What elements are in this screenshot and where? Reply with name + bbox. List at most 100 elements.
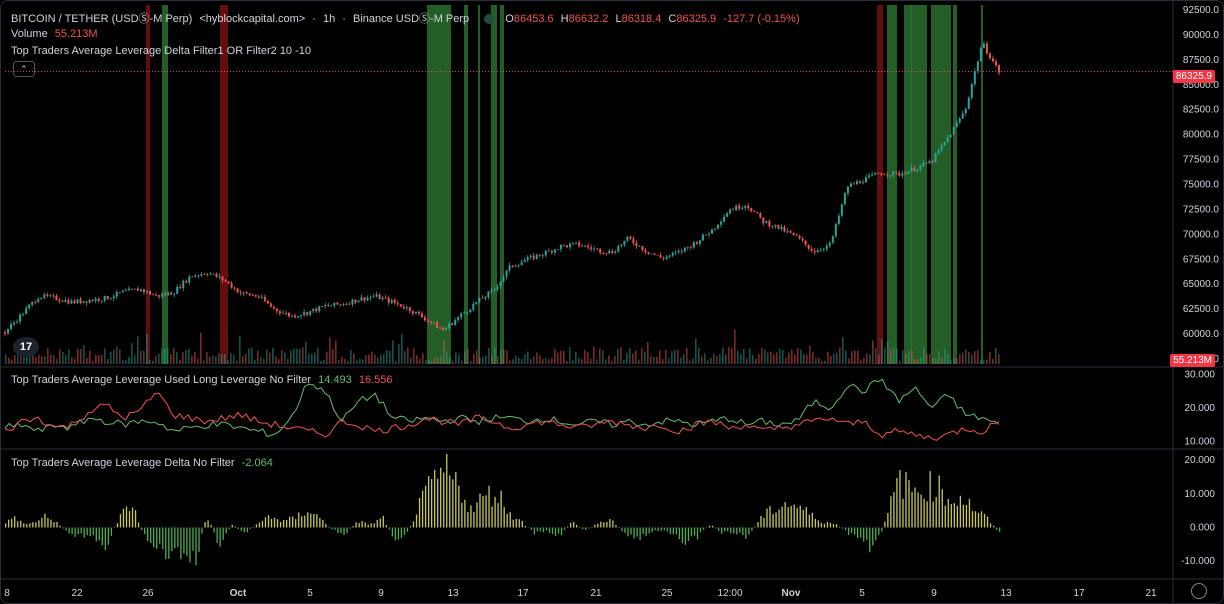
volume-bar (611, 360, 613, 364)
time-tick-label: 21 (1145, 588, 1157, 599)
price-tick-label: 65000.0 (1183, 279, 1220, 290)
volume-bar (551, 358, 553, 364)
candle-body (37, 298, 40, 303)
exchange-label: Binance USDⓈ-M Perp (353, 13, 470, 25)
delta-histogram-bar (255, 524, 258, 528)
delta-histogram-bar (850, 527, 853, 534)
price-tick-label: 90000.0 (1183, 30, 1220, 41)
delta-histogram-bar (292, 516, 294, 528)
candle-body (46, 294, 49, 296)
separator: · (312, 13, 316, 25)
candle-body (28, 304, 31, 309)
delta-histogram-bar (391, 527, 394, 537)
delta-histogram-bar (536, 527, 539, 532)
candle-body (943, 141, 946, 146)
delta-histogram-bar (609, 519, 611, 528)
candle-body (227, 281, 230, 284)
volume-bar (959, 353, 961, 364)
volume-tag: 55.213M (1170, 354, 1215, 367)
volume-bar (59, 349, 61, 364)
delta-histogram-bar (594, 524, 596, 528)
delta-histogram-bar (485, 495, 487, 528)
candle-body (103, 296, 106, 301)
volume-bar (617, 348, 619, 364)
delta-histogram-bar (893, 492, 895, 528)
used-long-label[interactable]: Top Traders Average Leverage Used Long L… (11, 374, 312, 386)
delta-histogram-bar (5, 523, 7, 528)
volume-bar (344, 358, 346, 364)
candle-body (176, 286, 179, 294)
volume-bar (596, 359, 598, 364)
volume-bar (842, 337, 844, 364)
volume-bar (479, 357, 481, 364)
price-tick-label: 77500.0 (1183, 155, 1220, 166)
delta-histogram-bar (210, 524, 212, 528)
volume-bar (434, 357, 436, 364)
delta-histogram-bar (600, 521, 602, 528)
symbol-title[interactable]: BITCOIN / TETHER (USDⓈ-M Perp) (11, 13, 193, 25)
delta-histogram-bar (999, 527, 1001, 532)
volume-bar (470, 360, 472, 364)
delta-filter-label[interactable]: Top Traders Average Leverage Delta Filte… (11, 45, 312, 57)
price-tick-label: 80000.0 (1183, 130, 1220, 141)
volume-bar (980, 359, 982, 364)
timeframe-label[interactable]: 1h (322, 13, 336, 25)
volume-bar (629, 348, 631, 364)
delta-histogram-bar (464, 499, 466, 528)
candle-body (61, 301, 64, 302)
volume-bar (647, 341, 649, 364)
tradingview-logo-icon[interactable]: 17 (13, 337, 39, 357)
delta-histogram-bar (491, 506, 493, 528)
candle-body (448, 323, 451, 328)
volume-bar (665, 349, 667, 364)
delta-histogram-bar (74, 527, 76, 537)
delta-histogram-bar (959, 495, 962, 528)
delta-histogram-bar (923, 498, 925, 528)
volume-bar (104, 348, 106, 364)
candle-body (278, 311, 281, 314)
delta-histogram-bar (533, 527, 536, 535)
delta-histogram-bar (358, 523, 360, 528)
collapse-legend-button[interactable]: ⌃ (13, 61, 35, 77)
volume-bar (128, 356, 130, 364)
candle-body (602, 252, 605, 254)
volume-bar (287, 359, 289, 364)
candle-body (396, 302, 399, 305)
delta-histogram-bar (615, 525, 617, 528)
volume-bar (281, 350, 283, 364)
volume-bar (353, 353, 355, 364)
candle-body (871, 174, 874, 176)
candle-body (405, 307, 408, 309)
volume-bar (548, 359, 550, 364)
delta-histogram-bar (246, 527, 249, 533)
volume-bar (98, 354, 100, 364)
delta-histogram-bar (606, 521, 608, 528)
delta-histogram-bar (65, 527, 67, 531)
signal-band (146, 5, 150, 364)
signal-band (904, 5, 912, 364)
delta-histogram-bar (162, 527, 164, 550)
volume-bar (431, 360, 433, 364)
delta-label[interactable]: Top Traders Average Leverage Delta No Fi… (11, 457, 235, 469)
settings-gear-icon[interactable] (1191, 583, 1207, 599)
volume-bar (323, 359, 325, 364)
price-tag: 86325.9 (1172, 70, 1215, 83)
candle-body (608, 250, 611, 254)
delta-histogram-bar (503, 506, 505, 528)
candle-body (747, 205, 750, 209)
delta-histogram-bar (887, 512, 889, 528)
delta-histogram-bar (775, 512, 777, 528)
delta-histogram-bar (325, 523, 327, 528)
delta-histogram-bar (101, 527, 103, 546)
volume-bar (227, 360, 229, 364)
volume-bar (239, 335, 241, 364)
candle-body (623, 240, 626, 245)
delta-histogram-bar (415, 514, 418, 528)
delta-histogram-bar (926, 501, 928, 528)
candle-body (369, 297, 372, 298)
candle-body (988, 53, 991, 59)
volume-label[interactable]: Volume (11, 28, 48, 40)
delta-histogram-bar (784, 502, 786, 528)
